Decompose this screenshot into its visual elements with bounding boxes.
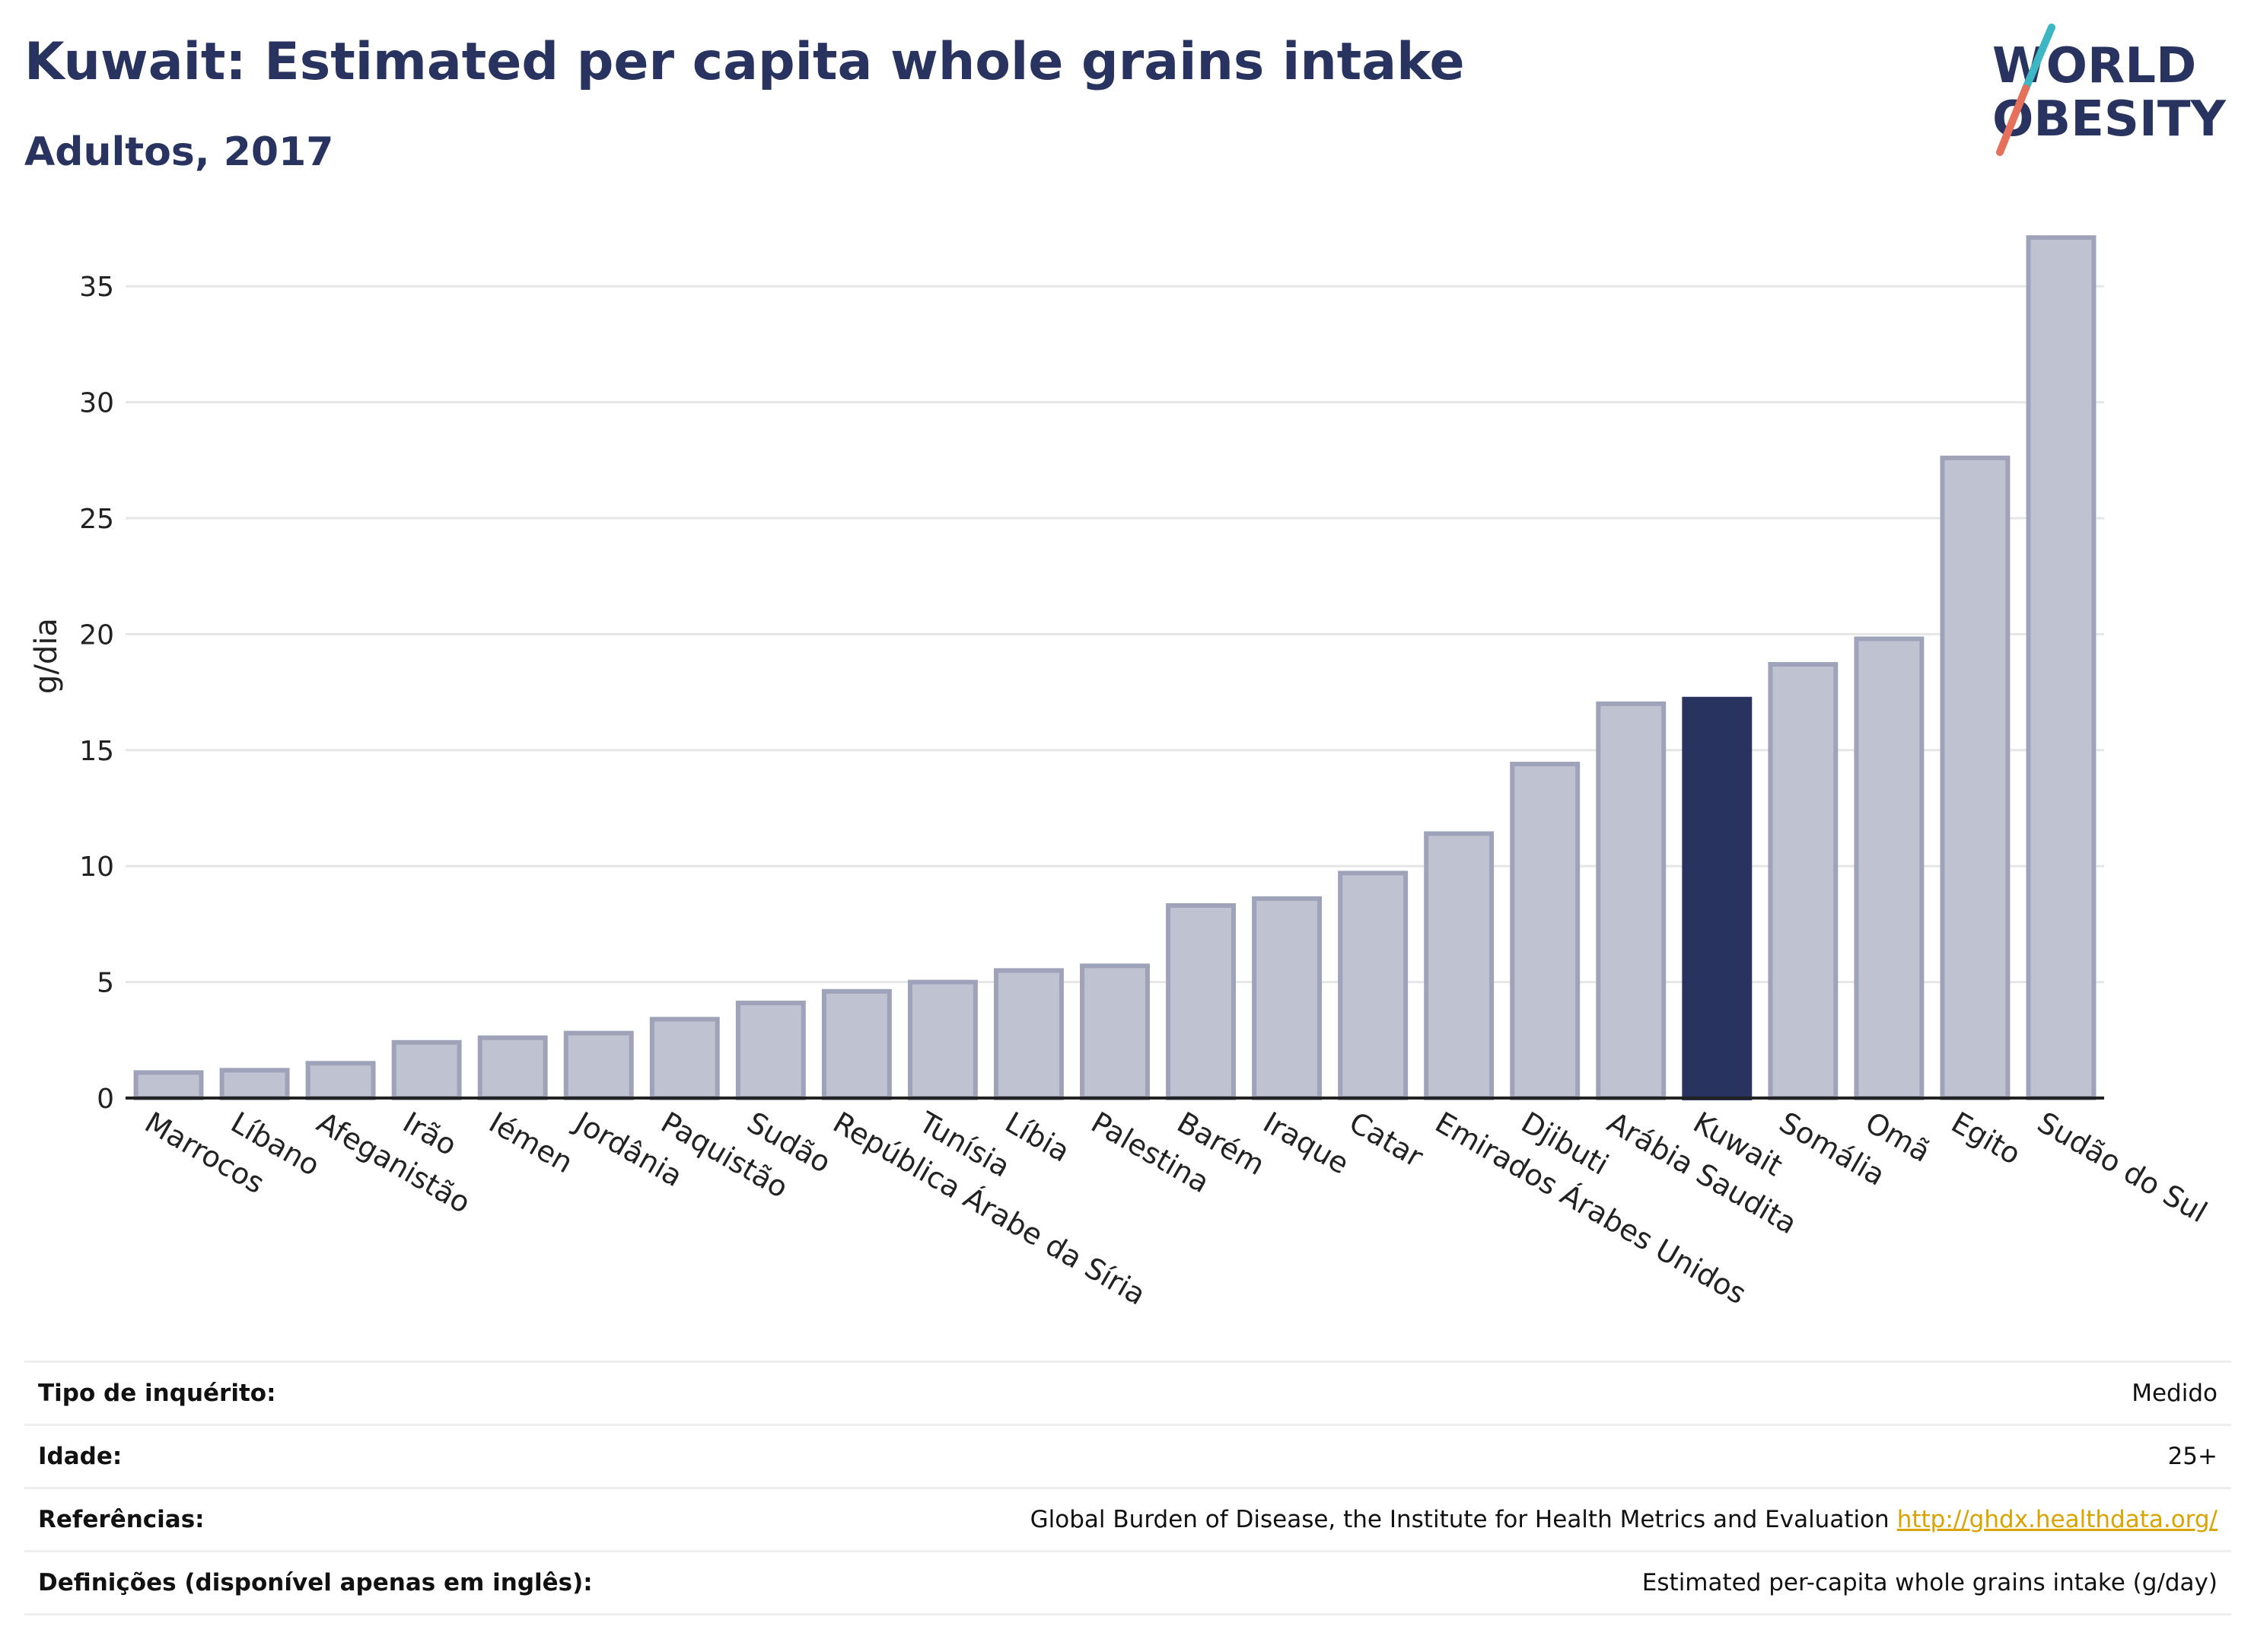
- category-label: Iraque: [1258, 1106, 1355, 1181]
- bar: [1166, 903, 1236, 1100]
- category-label: Iémen: [483, 1106, 578, 1180]
- y-axis-label: g/dia: [29, 618, 64, 694]
- bar: [391, 1039, 462, 1101]
- category-label: Sudão do Sul: [2032, 1106, 2213, 1230]
- meta-row-references: Referências: Global Burden of Disease, t…: [24, 1489, 2231, 1552]
- metadata-table: Tipo de inquérito: Medido Idade: 25+ Ref…: [24, 1361, 2231, 1615]
- bar-chart: 0 5 10 15 20 25 30 35 MarrocosLíbanoAfeganistão…: [29, 235, 2213, 1312]
- meta-value: Medido: [2132, 1380, 2218, 1407]
- meta-key: Idade:: [38, 1443, 123, 1470]
- bar: [133, 1070, 204, 1101]
- bar: [1596, 701, 1667, 1100]
- reference-link[interactable]: http://ghdx.healthdata.org/: [1896, 1506, 2218, 1533]
- category-label: Afeganistão: [311, 1106, 476, 1220]
- bar: [821, 988, 892, 1100]
- bar-highlighted: [1682, 696, 1753, 1100]
- logo-slash-teal: [2022, 24, 2055, 92]
- bar: [907, 979, 978, 1100]
- meta-value: Estimated per-capita whole grains intake…: [1641, 1569, 2218, 1596]
- y-tick-label: 5: [97, 968, 114, 999]
- bar: [477, 1035, 548, 1100]
- y-tick-labels: 0 5 10 15 20 25 30 35: [79, 272, 114, 1115]
- y-tick-label: 25: [79, 504, 114, 535]
- meta-value: Global Burden of Disease, the Institute …: [1030, 1506, 2218, 1533]
- meta-row-definitions: Definições (disponível apenas em inglês)…: [24, 1552, 2231, 1615]
- bar: [649, 1017, 720, 1101]
- reference-text: Global Burden of Disease, the Institute …: [1030, 1506, 1890, 1533]
- bar: [2026, 235, 2097, 1100]
- bar: [1510, 762, 1581, 1100]
- world-obesity-logo: WORLD OBESITY: [1992, 24, 2226, 156]
- bar: [735, 1001, 806, 1100]
- bar: [305, 1061, 376, 1101]
- chart-title: Kuwait: Estimated per capita whole grain…: [24, 32, 1465, 92]
- y-tick-label: 35: [79, 272, 114, 303]
- meta-key: Tipo de inquérito:: [38, 1380, 276, 1407]
- meta-key: Referências:: [38, 1506, 205, 1533]
- logo-slash-coral: [1996, 84, 2030, 156]
- bar: [1424, 831, 1495, 1100]
- y-tick-label: 0: [97, 1084, 114, 1115]
- bar: [1768, 662, 1839, 1100]
- chart-subtitle: Adultos, 2017: [24, 129, 334, 175]
- bar: [1338, 871, 1409, 1100]
- bars: [133, 235, 2097, 1101]
- category-label: Egito: [1946, 1106, 2027, 1172]
- meta-value: 25+: [2167, 1443, 2218, 1470]
- bar: [563, 1030, 634, 1101]
- meta-row-age: Idade: 25+: [24, 1426, 2231, 1489]
- bar: [1080, 963, 1150, 1101]
- bar: [1940, 455, 2011, 1100]
- meta-key: Definições (disponível apenas em inglês)…: [38, 1569, 593, 1596]
- category-label: Catar: [1344, 1106, 1429, 1174]
- bar: [1854, 636, 1925, 1100]
- y-tick-label: 10: [79, 851, 114, 883]
- y-tick-label: 30: [79, 388, 114, 419]
- logo-word-obesity: OBESITY: [1992, 91, 2226, 148]
- y-tick-label: 15: [79, 736, 114, 767]
- meta-row-survey-type: Tipo de inquérito: Medido: [24, 1363, 2231, 1426]
- bar: [1252, 896, 1323, 1100]
- bar: [219, 1068, 290, 1100]
- bar: [994, 968, 1064, 1100]
- y-tick-label: 20: [79, 619, 114, 651]
